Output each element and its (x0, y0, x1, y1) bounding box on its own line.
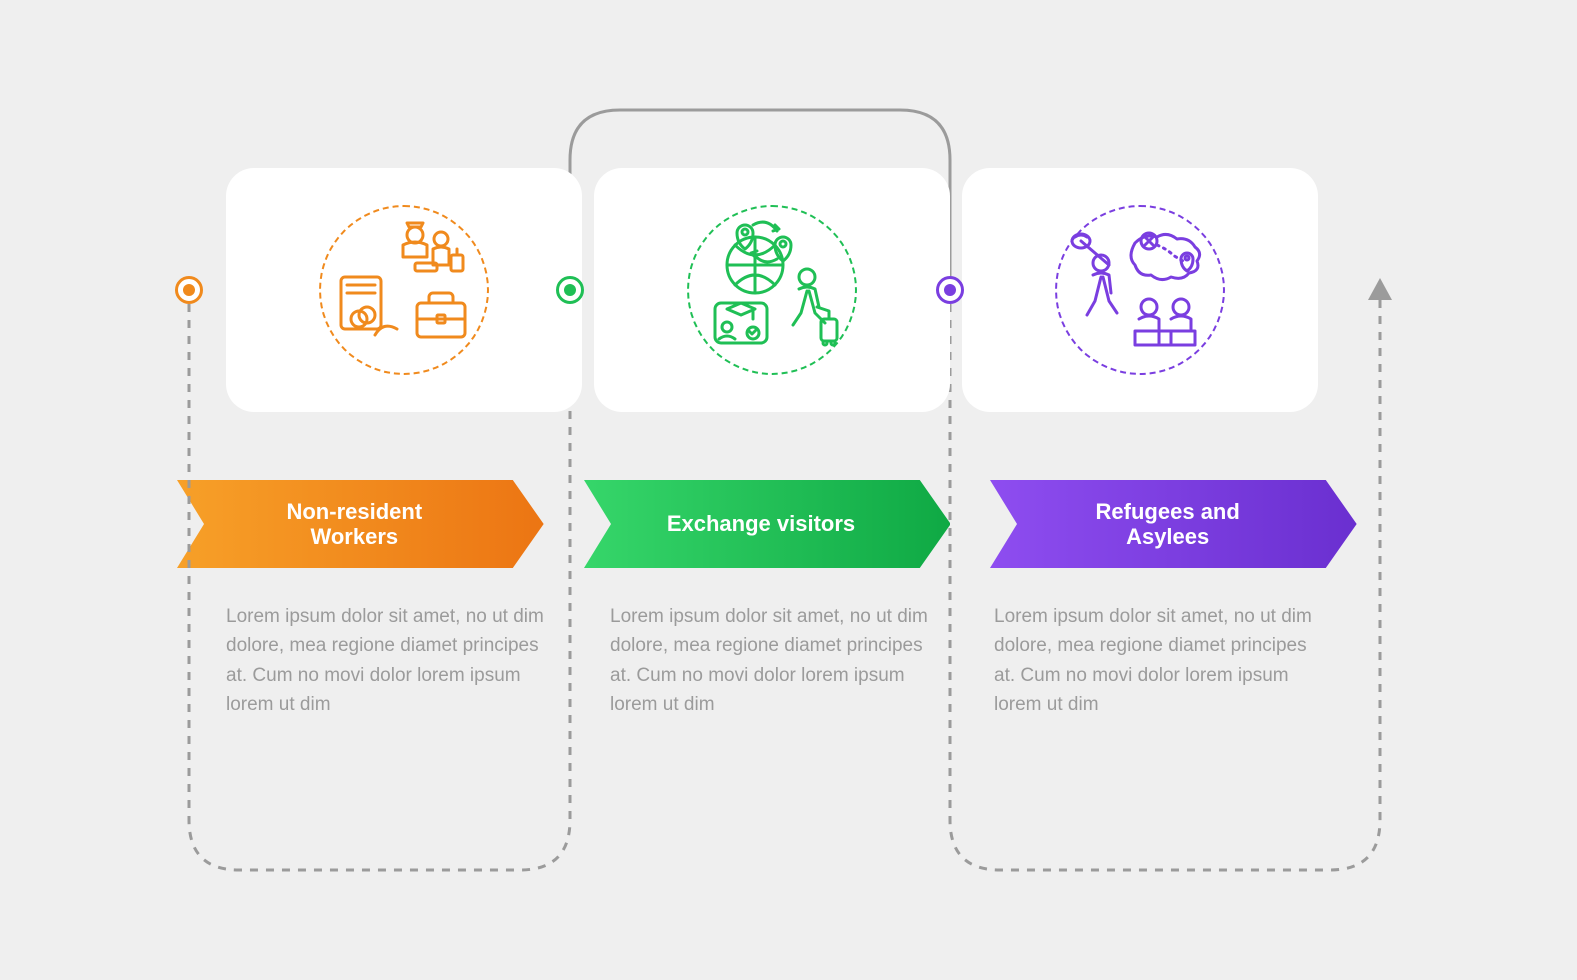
workers-icon (319, 205, 489, 375)
ribbon-refugees: Refugees and Asylees (990, 480, 1357, 568)
body-text-row: Lorem ipsum dolor sit amet, no ut dim do… (226, 602, 1318, 720)
icon-card-workers (226, 168, 582, 412)
ribbon-row: Non-resident Workers Exchange visitors R… (177, 480, 1357, 568)
ribbon-workers: Non-resident Workers (177, 480, 544, 568)
infographic-canvas: Non-resident Workers Exchange visitors R… (0, 0, 1577, 980)
icon-card-exchange (594, 168, 950, 412)
step-node-3 (936, 276, 964, 304)
body-text-refugees: Lorem ipsum dolor sit amet, no ut dim do… (994, 602, 1318, 720)
step-node-1 (175, 276, 203, 304)
body-text-exchange: Lorem ipsum dolor sit amet, no ut dim do… (610, 602, 934, 720)
icon-card-row (226, 168, 1318, 412)
ribbon-refugees-label: Refugees and Asylees (1096, 499, 1240, 550)
icon-card-refugees (962, 168, 1318, 412)
refugees-icon (1055, 205, 1225, 375)
ribbon-workers-label: Non-resident Workers (286, 499, 422, 550)
body-text-workers: Lorem ipsum dolor sit amet, no ut dim do… (226, 602, 550, 720)
ribbon-exchange-label: Exchange visitors (667, 511, 855, 536)
step-node-2 (556, 276, 584, 304)
exchange-icon (687, 205, 857, 375)
ribbon-exchange: Exchange visitors (584, 480, 951, 568)
